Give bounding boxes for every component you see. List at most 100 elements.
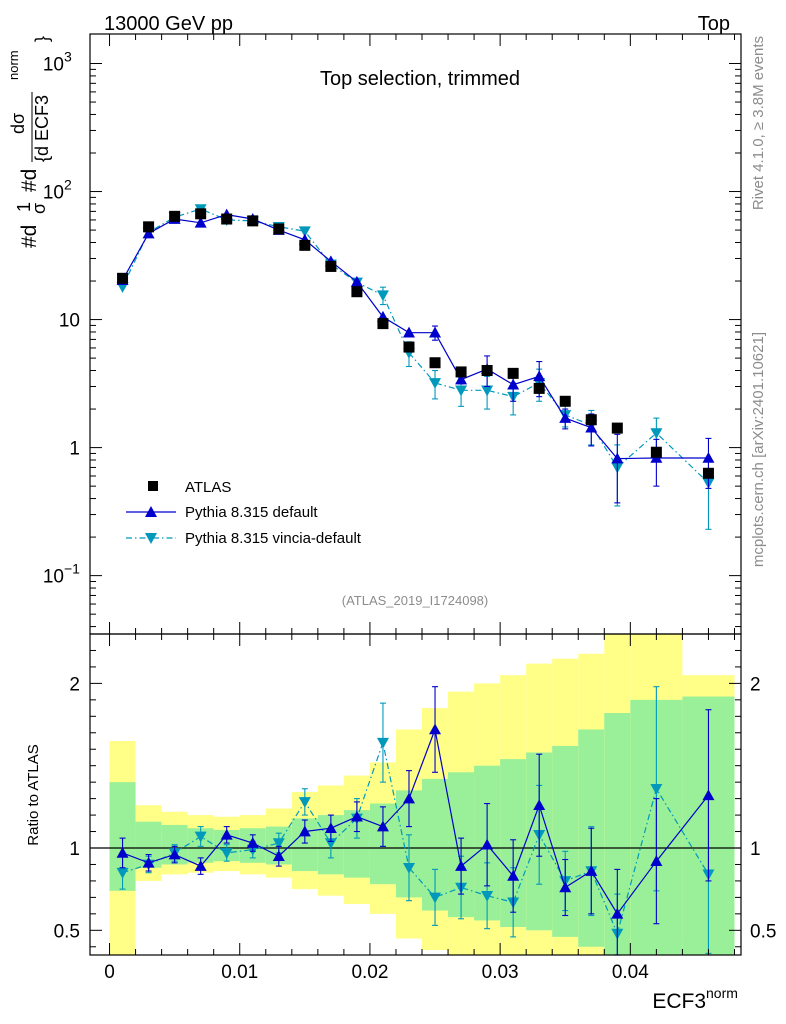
ylabel-part-h: } (32, 36, 52, 42)
ratio-point-default (116, 846, 129, 858)
y-tick-label: 10 (43, 183, 64, 204)
analysis-id: (ATLAS_2019_I1724098) (342, 593, 488, 608)
main-point-default (402, 326, 415, 338)
main-point-default (455, 373, 468, 385)
main-point-atlas (702, 467, 714, 479)
main-point-default (533, 370, 546, 382)
ylabel-part-b: 1 (14, 202, 34, 212)
main-point-atlas (247, 215, 259, 227)
ratio-point-vincia (272, 838, 285, 850)
x-tick-label: 0.04 (612, 962, 649, 983)
main-point-atlas (169, 210, 181, 222)
plot-title: Top selection, trimmed (320, 68, 520, 90)
ratio-point-vincia (376, 737, 389, 749)
main-point-atlas (143, 221, 155, 233)
x-tick-label: 0 (104, 962, 115, 983)
main-point-atlas (429, 357, 441, 369)
ratio-point-vincia (116, 867, 129, 879)
main-point-atlas (117, 272, 129, 284)
legend-label-atlas: ATLAS (185, 479, 231, 496)
ratio-point-vincia (402, 862, 415, 874)
ratio-point-default (702, 789, 715, 801)
main-err-default (614, 433, 621, 504)
ratio-point-default (376, 820, 389, 832)
ylabel-part-a: #d (18, 225, 41, 248)
y-tick-label: 10 (43, 567, 64, 588)
main-point-atlas (650, 446, 662, 458)
main-ylabel: #d 1 σ #d dσ {d ECF3 norm } (6, 36, 52, 248)
main-point-atlas (585, 414, 597, 426)
main-point-default (585, 421, 598, 433)
ylabel-part-d: #d (18, 169, 41, 192)
ratio-point-vincia (429, 892, 442, 904)
main-point-default (702, 451, 715, 463)
main-plot (116, 204, 715, 530)
main-point-atlas (403, 341, 415, 353)
ratio-point-default (559, 881, 572, 893)
ratio-plot (90, 634, 741, 956)
main-point-atlas (351, 286, 363, 298)
legend-marker-atlas (148, 481, 158, 491)
main-point-default (350, 275, 363, 287)
main-line-default (121, 213, 709, 460)
ratio-point-default (507, 869, 520, 881)
main-point-atlas (273, 223, 285, 235)
main-point-atlas (533, 382, 545, 394)
ratio-point-default (220, 828, 233, 840)
ratio-tick-label-right: 2 (750, 674, 761, 695)
ratio-line-vincia (122, 740, 709, 936)
ratio-point-default (194, 860, 207, 871)
main-point-atlas (559, 395, 571, 407)
ratio-point-vincia (650, 783, 663, 795)
main-err-default (705, 437, 712, 489)
ratio-frame (89, 633, 742, 956)
mcplots-citation: mcplots.cern.ch [arXiv:2401.10621] (750, 332, 767, 567)
main-point-atlas (195, 208, 207, 220)
main-line-vincia (121, 208, 709, 484)
ratio-point-default (481, 838, 494, 850)
main-point-default (142, 227, 155, 239)
main-point-atlas (611, 422, 623, 434)
main-point-vincia (429, 378, 442, 389)
ratio-point-default (533, 799, 546, 810)
xlabel: ECF3 (652, 990, 706, 1013)
y-tick-label: 10 (43, 55, 64, 76)
x-tick-label: 0.03 (482, 962, 519, 983)
y-tick-label: 10 (59, 311, 80, 332)
ratio-tick-label-right: 0.5 (750, 921, 776, 942)
ratio-tick-label-left: 1 (69, 839, 80, 860)
ratio-point-default (324, 822, 337, 834)
ratio-point-vincia (194, 831, 207, 843)
rivet-version: Rivet 4.1.0, ≥ 3.8M events (750, 36, 767, 210)
ratio-point-default (650, 855, 663, 866)
main-point-default (194, 216, 207, 228)
ratio-tick-label-left: 2 (69, 674, 80, 695)
main-point-vincia (455, 385, 468, 397)
legend-label-vincia: Pythia 8.315 vincia-default (185, 530, 362, 547)
legend-label-default: Pythia 8.315 default (185, 504, 318, 521)
ratio-tick-label-right: 1 (750, 839, 761, 860)
y-tick-exponent: 3 (64, 49, 72, 65)
main-point-vincia (298, 226, 311, 238)
ratio-point-vincia (481, 890, 494, 902)
y-tick-exponent: 2 (64, 177, 72, 193)
ratio-point-vincia (298, 797, 311, 808)
ratio-point-default (402, 792, 415, 804)
ylabel-part-c: σ (29, 203, 49, 214)
x-tick-label: 0.02 (351, 962, 388, 983)
ylabel-part-g: norm (6, 50, 21, 80)
ratio-point-default (142, 856, 155, 868)
main-point-vincia (376, 290, 389, 302)
main-point-vincia (650, 428, 663, 440)
legend-marker-vincia (145, 533, 157, 544)
ratio-point-default (272, 850, 285, 862)
ratio-point-default (611, 907, 624, 919)
main-point-vincia (481, 385, 494, 397)
main-point-atlas (221, 213, 233, 225)
ratio-line-default (122, 727, 709, 915)
y-tick-exponent: −1 (64, 561, 80, 577)
ratio-point-default (429, 723, 442, 735)
ratio-tick-label-left: 0.5 (54, 921, 80, 942)
